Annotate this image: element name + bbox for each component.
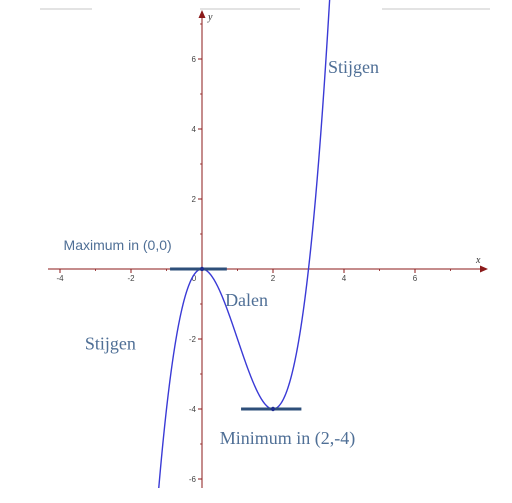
x-tick-label-4: 4 <box>342 274 347 283</box>
x-tick-label-2: 2 <box>271 274 276 283</box>
y-tick-label-2: 2 <box>192 195 197 204</box>
y-tick-label--2: -2 <box>189 335 197 344</box>
curve-layer <box>158 0 331 488</box>
y-axis-arrow <box>198 10 206 18</box>
extremum-point-0 <box>199 266 205 272</box>
x-tick-label--4: -4 <box>56 274 64 283</box>
annotation-3: Stijgen <box>328 57 379 77</box>
tangent-layer <box>170 266 302 412</box>
y-tick-label--4: -4 <box>189 405 197 414</box>
y-tick-label-4: 4 <box>192 125 197 134</box>
y-tick-label-6: 6 <box>192 55 197 64</box>
origin-label: 0 <box>192 274 197 283</box>
extremum-point-1 <box>270 406 276 412</box>
ticks: -4 -2 2 4 6 -6 -4 -2 2 4 6 0 <box>56 23 451 484</box>
y-tick-label--6: -6 <box>189 475 197 484</box>
x-axis-label: x <box>475 255 481 266</box>
annotation-4: Minimum in (2,-4) <box>220 428 356 449</box>
annotation-2: Stijgen <box>85 334 136 354</box>
x-tick-label--2: -2 <box>127 274 135 283</box>
annotation-0: Maximum in (0,0) <box>64 237 172 253</box>
x-tick-label-6: 6 <box>413 274 418 283</box>
annotation-1: Dalen <box>225 290 268 310</box>
function-curve <box>158 0 331 488</box>
annotation-layer: Maximum in (0,0) Dalen Stijgen Stijgen Minim… <box>64 57 379 449</box>
x-axis-arrow <box>480 265 488 273</box>
y-axis-label: y <box>207 12 213 23</box>
